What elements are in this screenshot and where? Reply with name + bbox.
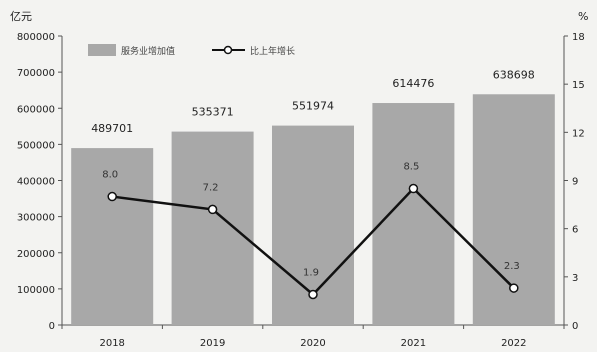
legend-bar-label: 服务业增加值 <box>121 45 175 57</box>
bar <box>171 131 254 325</box>
bar-value-label: 551974 <box>292 100 334 113</box>
growth-value-label: 8.5 <box>403 162 419 173</box>
x-tick-label: 2020 <box>300 338 325 349</box>
growth-line-series <box>107 183 519 300</box>
y-tick-label: 100000 <box>17 285 55 296</box>
y2-axis-unit: % <box>578 10 588 23</box>
legend-line-marker <box>223 45 233 55</box>
bar-value-label: 489701 <box>91 122 133 135</box>
growth-value-label: 8.0 <box>102 170 118 181</box>
y-tick-label: 700000 <box>17 68 55 79</box>
x-tick-label: 2018 <box>99 338 124 349</box>
legend-line-label: 比上年增长 <box>250 45 295 57</box>
bar-labels: 489701 535371 551974 614476 638698 <box>91 68 535 135</box>
growth-value-label: 1.9 <box>303 267 319 278</box>
x-tick-label: 2021 <box>401 338 426 349</box>
bar-value-label: 614476 <box>392 77 434 90</box>
y-tick-label: 200000 <box>17 249 55 260</box>
y-tick-label: 300000 <box>17 213 55 224</box>
growth-point <box>308 289 318 300</box>
y2-tick-label: 18 <box>572 32 585 43</box>
y2-tick-label: 3 <box>572 273 578 284</box>
bar <box>372 103 455 326</box>
y-axis-unit: 亿元 <box>10 10 32 23</box>
y-tick-label: 800000 <box>17 32 55 43</box>
growth-labels: 8.0 7.2 1.9 8.5 2.3 <box>102 162 520 279</box>
bar <box>71 148 154 325</box>
x-tick-label: 2022 <box>501 338 526 349</box>
y2-ticks: 0 3 6 9 12 15 18 <box>564 32 585 332</box>
y2-tick-label: 6 <box>572 225 578 236</box>
y-tick-label: 400000 <box>17 177 55 188</box>
growth-point <box>107 191 117 202</box>
y-tick-label: 500000 <box>17 140 55 151</box>
growth-point <box>207 204 218 215</box>
y2-tick-label: 15 <box>572 80 585 91</box>
y-tick-label: 600000 <box>17 104 55 115</box>
bar-value-label: 535371 <box>192 106 234 119</box>
y-ticks: 0 100000 200000 300000 400000 500000 600000 700… <box>17 32 62 332</box>
y2-tick-label: 9 <box>572 177 578 188</box>
y2-tick-label: 12 <box>572 128 585 139</box>
y-tick-label: 0 <box>49 321 55 332</box>
growth-point <box>509 283 519 293</box>
y2-tick-label: 0 <box>572 321 578 332</box>
growth-point <box>408 183 419 194</box>
legend: 服务业增加值 比上年增长 <box>88 44 295 57</box>
x-tick-label: 2019 <box>200 338 225 349</box>
growth-value-label: 2.3 <box>504 261 520 272</box>
x-ticks: 2018 2019 2020 2021 2022 <box>61 325 565 349</box>
legend-bar-swatch <box>88 44 116 56</box>
growth-value-label: 7.2 <box>203 182 219 193</box>
bar-value-label: 638698 <box>493 68 535 81</box>
